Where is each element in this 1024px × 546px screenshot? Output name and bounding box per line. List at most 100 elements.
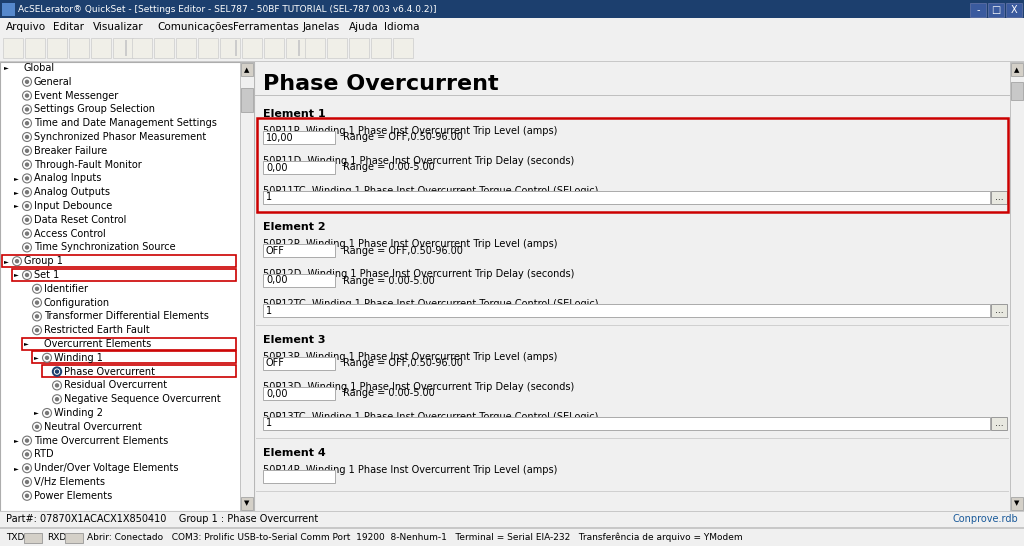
Bar [264,38,284,58]
Circle shape [26,480,29,484]
Text: ▲: ▲ [1015,67,1020,73]
Circle shape [26,494,29,497]
Bar [12,269,236,281]
Bar [2,254,236,266]
Circle shape [26,191,29,194]
Bar [125,40,127,56]
Text: ►: ► [14,272,18,277]
Text: ...: ... [994,306,1004,315]
Bar [0,527,1024,528]
Bar [0,35,1024,36]
Text: Abrir: Conectado   COM3: Prolific USB-to-Serial Comm Port  19200  8-Nenhum-1   T: Abrir: Conectado COM3: Prolific USB-to-S… [87,532,742,542]
Bar [286,38,306,58]
Text: Element 4: Element 4 [263,448,326,458]
Bar [241,63,253,76]
Bar [132,38,152,58]
Bar [263,470,335,483]
Text: ►: ► [14,204,18,209]
Circle shape [15,260,18,263]
Bar [256,438,1009,439]
Bar [371,38,391,58]
Bar [0,511,1024,512]
Text: ►: ► [34,355,39,360]
Bar [241,88,253,112]
Text: Configuration: Configuration [44,298,111,307]
Text: Time and Date Management Settings: Time and Date Management Settings [34,118,217,128]
Text: 0,00: 0,00 [266,276,288,286]
Text: Neutral Overcurrent: Neutral Overcurrent [44,422,142,432]
Text: ►: ► [14,466,18,471]
Text: Ferramentas: Ferramentas [233,21,299,32]
Text: Under/Over Voltage Elements: Under/Over Voltage Elements [34,463,178,473]
Circle shape [36,425,39,428]
Text: ►: ► [34,411,39,416]
Bar [263,417,990,430]
Text: 0,00: 0,00 [266,389,288,399]
Circle shape [26,453,29,456]
Text: Winding 2: Winding 2 [54,408,103,418]
Bar [263,191,990,204]
Text: 1: 1 [266,418,272,429]
Circle shape [26,177,29,180]
Bar [263,274,335,287]
Circle shape [36,287,39,290]
Text: 50P14P  Winding 1 Phase Inst Overcurrent Trip Level (amps): 50P14P Winding 1 Phase Inst Overcurrent … [263,465,557,475]
Circle shape [26,246,29,249]
Bar [0,18,1024,35]
Bar [0,61,1024,62]
Bar [0,62,254,511]
Circle shape [26,467,29,470]
Text: Breaker Failure: Breaker Failure [34,146,108,156]
Text: Global: Global [24,63,55,73]
Circle shape [55,397,58,401]
Text: Time Overcurrent Elements: Time Overcurrent Elements [34,436,168,446]
Text: Phase Overcurrent: Phase Overcurrent [263,74,499,94]
Text: Through-Fault Monitor: Through-Fault Monitor [34,159,141,170]
Text: Range = 0.00-5.00: Range = 0.00-5.00 [343,163,435,173]
Text: Ajuda: Ajuda [349,21,379,32]
Bar [32,351,236,363]
Text: 10,00: 10,00 [266,133,294,143]
Text: OFF: OFF [266,359,285,369]
Text: Power Elements: Power Elements [34,491,113,501]
Circle shape [52,367,61,376]
Bar [0,35,1024,61]
Text: Editar: Editar [52,21,84,32]
Bar [255,95,1010,96]
Circle shape [26,163,29,166]
Bar [65,533,83,543]
Circle shape [26,80,29,84]
Bar [393,38,413,58]
Text: Analog Inputs: Analog Inputs [34,174,101,183]
Circle shape [55,370,58,373]
Bar [113,38,133,58]
Bar [256,491,1009,492]
Text: V/Hz Elements: V/Hz Elements [34,477,105,487]
Text: 1: 1 [266,306,272,316]
Text: Visualizar: Visualizar [93,21,144,32]
Circle shape [26,232,29,235]
Text: 1: 1 [266,193,272,203]
Text: Settings Group Selection: Settings Group Selection [34,104,155,115]
Circle shape [54,369,59,374]
Text: Identifier: Identifier [44,284,88,294]
Text: Analog Outputs: Analog Outputs [34,187,110,197]
Text: X: X [1011,5,1017,15]
Bar [240,62,254,511]
Bar [263,244,335,257]
Text: Synchronized Phasor Measurement: Synchronized Phasor Measurement [34,132,206,142]
Bar [242,38,262,58]
Text: RTD: RTD [34,449,53,459]
Bar [970,3,986,17]
Text: ...: ... [994,193,1004,202]
Text: 50P11P  Winding 1 Phase Inst Overcurrent Trip Level (amps): 50P11P Winding 1 Phase Inst Overcurrent … [263,126,557,136]
Bar [349,38,369,58]
Text: ►: ► [14,189,18,195]
Circle shape [45,357,48,359]
Text: Overcurrent Elements: Overcurrent Elements [44,339,152,349]
Text: Range = OFF,0.50-96.00: Range = OFF,0.50-96.00 [343,133,463,143]
Text: 50P11D  Winding 1 Phase Inst Overcurrent Trip Delay (seconds): 50P11D Winding 1 Phase Inst Overcurrent … [263,156,574,166]
Bar [220,38,240,58]
Text: ...: ... [994,419,1004,428]
Circle shape [26,94,29,97]
